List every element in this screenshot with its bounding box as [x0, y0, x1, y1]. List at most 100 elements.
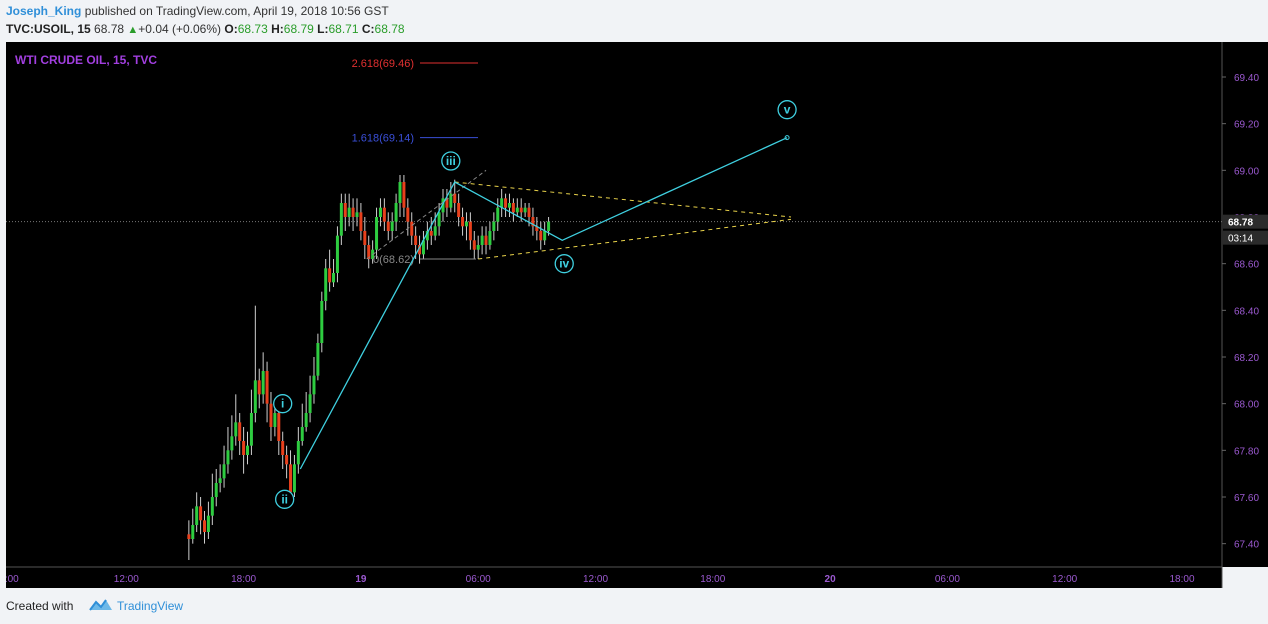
low-value: 68.71: [328, 22, 359, 36]
up-arrow-icon: ▲: [127, 24, 139, 36]
candle: [449, 182, 453, 213]
candle-body: [457, 203, 461, 217]
chart-legend: WTI CRUDE OIL, 15, TVC: [15, 53, 157, 67]
candle-body: [332, 273, 336, 283]
candle: [406, 198, 410, 236]
candle: [187, 520, 191, 560]
candle: [492, 212, 496, 241]
candle-body: [394, 203, 398, 222]
tradingview-logo-icon[interactable]: [88, 597, 114, 613]
candle: [304, 392, 308, 432]
candle: [504, 193, 508, 217]
candle: [496, 198, 500, 231]
candle-body: [496, 207, 500, 222]
candle: [535, 217, 539, 241]
candle: [539, 221, 543, 250]
candle-body: [320, 301, 324, 343]
price-tick-label: 68.00: [1234, 400, 1259, 411]
fib-level-label: 2.618(69.46): [352, 58, 414, 70]
candle-body: [324, 268, 328, 301]
candle: [234, 394, 238, 446]
price-tag-box: [1222, 214, 1268, 229]
candle-body: [464, 221, 468, 227]
candle-body: [461, 217, 465, 227]
candle-body: [449, 193, 453, 208]
candle: [367, 235, 371, 269]
countdown-box: [1222, 230, 1268, 245]
candle-body: [199, 506, 203, 521]
chart-svg[interactable]: 67.4067.6067.8068.0068.2068.4068.6068.80…: [0, 42, 1268, 588]
time-tick-label: 6:00: [6, 574, 19, 585]
candle-body: [511, 203, 515, 213]
candle: [484, 226, 488, 255]
candle-body: [246, 445, 250, 455]
candle: [386, 212, 390, 241]
candle: [453, 179, 457, 213]
time-axis-background: [6, 567, 1222, 588]
candle: [351, 198, 355, 231]
wave-end-point: [784, 135, 790, 141]
candle: [335, 226, 339, 283]
candle: [210, 473, 214, 525]
wave-label-text: iii: [446, 154, 456, 168]
candle-body: [488, 231, 492, 245]
candle-body: [375, 217, 379, 250]
candle: [332, 259, 336, 287]
candle: [488, 221, 492, 250]
time-tick-label: 06:00: [935, 574, 960, 585]
candle-body: [402, 182, 406, 208]
candle: [238, 413, 242, 455]
candle: [461, 207, 465, 236]
wave-label-circle: [554, 254, 574, 274]
wave-label-text: iv: [559, 257, 569, 271]
candle: [378, 198, 382, 227]
candle: [300, 403, 304, 446]
price-tick-label: 69.20: [1234, 120, 1259, 131]
candle: [285, 445, 289, 479]
publish-line: Joseph_King published on TradingView.com…: [6, 4, 389, 18]
candle-body: [261, 371, 265, 395]
candle-body: [437, 212, 441, 227]
candle-body: [296, 441, 300, 465]
wave-label-circle: [441, 151, 461, 171]
candle-body: [531, 217, 535, 227]
candle-body: [214, 483, 218, 497]
candle-body: [249, 413, 253, 446]
price-tick-label: 67.40: [1234, 540, 1259, 551]
time-tick-label: 19: [355, 574, 367, 585]
candle: [281, 431, 285, 469]
candle: [480, 226, 484, 255]
candle-body: [472, 240, 476, 250]
candle-body: [410, 221, 414, 236]
candle: [261, 352, 265, 404]
author-link[interactable]: Joseph_King: [6, 4, 82, 18]
candle-body: [507, 203, 511, 208]
candle-body: [500, 198, 504, 208]
wave-label: ii: [275, 489, 295, 509]
candle: [382, 198, 386, 231]
price-tag-label: 68.78: [1228, 218, 1253, 229]
price-tick-label: 68.20: [1234, 353, 1259, 364]
candle: [421, 231, 425, 259]
fib-level-label: 1.618(69.14): [352, 133, 414, 145]
candle: [429, 217, 433, 245]
candle: [437, 203, 441, 236]
candle-body: [316, 343, 320, 376]
chart-area[interactable]: 67.4067.6067.8068.0068.2068.4068.6068.80…: [0, 42, 1268, 588]
candle-body: [367, 245, 371, 259]
candle: [398, 175, 402, 217]
candle: [316, 333, 320, 381]
candle-body: [269, 403, 273, 427]
wave-label: i: [273, 394, 293, 414]
high-label: H:: [271, 22, 284, 36]
high-value: 68.79: [283, 22, 314, 36]
wave-label-text: i: [281, 397, 284, 411]
candle: [472, 231, 476, 259]
tradingview-brand-link[interactable]: TradingView: [117, 599, 184, 613]
candle-body: [265, 371, 269, 404]
time-tick-label: 06:00: [466, 574, 491, 585]
candle-body: [543, 231, 547, 241]
candle-body: [359, 212, 363, 231]
time-tick-label: 18:00: [700, 574, 725, 585]
candle-body: [492, 221, 496, 231]
